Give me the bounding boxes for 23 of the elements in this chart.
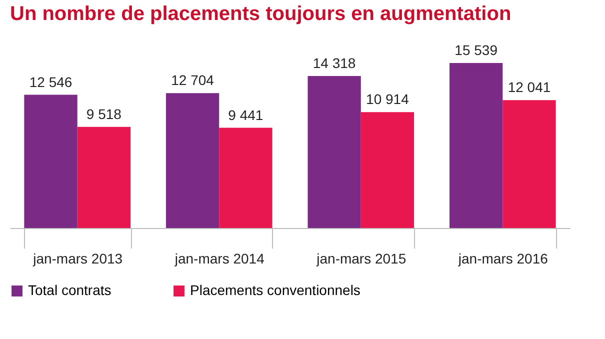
bar [449, 63, 503, 228]
bar [166, 93, 220, 228]
bar [77, 126, 131, 228]
legend-label: Total contrats [28, 282, 112, 298]
data-label: 14 318 [312, 54, 356, 71]
data-label: 12 546 [29, 74, 72, 90]
bar [24, 94, 78, 228]
bar [308, 76, 361, 228]
bar [219, 128, 272, 228]
data-label: 12 041 [508, 79, 551, 96]
legend-label: Placements conventionnels [190, 282, 360, 298]
bar [360, 112, 414, 228]
data-label: 9 518 [86, 106, 122, 122]
data-label: 10 914 [366, 91, 410, 108]
data-label: 12 704 [171, 72, 214, 88]
bar [502, 100, 556, 228]
x-tick-label: jan-mars 2014 [174, 250, 265, 266]
x-tick-label: jan-mars 2013 [32, 250, 123, 266]
chart-title: Un nombre de placements toujours en augmentation [10, 3, 512, 25]
data-label: 15 539 [454, 42, 498, 58]
x-tick-label: jan-mars 2016 [457, 250, 548, 266]
data-label: 9 441 [228, 106, 264, 123]
x-tick-label: jan-mars 2015 [316, 250, 406, 266]
